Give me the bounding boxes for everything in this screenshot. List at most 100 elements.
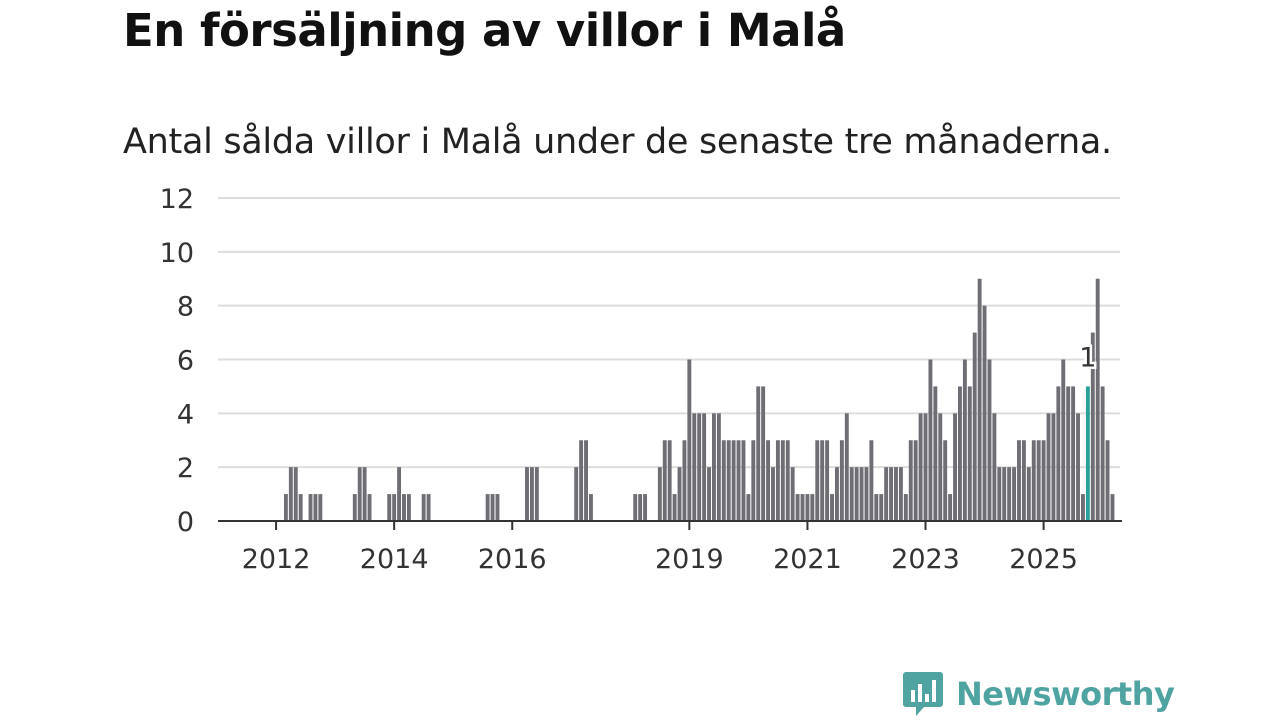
bar xyxy=(967,386,972,521)
bar xyxy=(795,494,800,521)
bar xyxy=(953,413,957,521)
bar xyxy=(397,467,402,521)
chart-title: En försäljning av villor i Malå xyxy=(123,4,846,57)
bar xyxy=(633,494,638,521)
bar xyxy=(997,467,1002,521)
bar xyxy=(923,413,928,521)
bar xyxy=(1012,467,1017,521)
bar xyxy=(672,494,677,521)
x-tick-label: 2025 xyxy=(1009,544,1078,575)
bar xyxy=(1095,278,1100,521)
bar xyxy=(1021,440,1026,521)
bar xyxy=(485,494,490,521)
bar xyxy=(662,440,667,521)
x-tick-label: 2019 xyxy=(655,544,724,575)
bar xyxy=(421,494,426,521)
bar xyxy=(889,467,894,521)
y-axis-ticks: 0 2 4 6 8 10 12 xyxy=(160,184,194,538)
bar xyxy=(918,413,923,521)
bar xyxy=(766,440,771,521)
bar xyxy=(746,494,751,521)
bar xyxy=(525,467,529,521)
bar xyxy=(293,467,298,521)
bar xyxy=(682,440,687,521)
y-tick-label: 6 xyxy=(177,346,194,377)
bar xyxy=(589,494,593,521)
x-tick-label: 2014 xyxy=(360,544,429,575)
chart-subtitle: Antal sålda villor i Malå under de senas… xyxy=(123,122,1112,162)
bar xyxy=(820,440,825,521)
bar xyxy=(643,494,648,521)
bar xyxy=(707,467,711,521)
bar xyxy=(721,440,726,521)
x-tick-label: 2016 xyxy=(478,544,547,575)
bar xyxy=(529,467,534,521)
bar xyxy=(879,494,884,521)
bar xyxy=(800,494,805,521)
bar xyxy=(898,467,903,521)
bar xyxy=(756,386,761,521)
bar xyxy=(825,440,830,521)
bar xyxy=(849,467,854,521)
bar xyxy=(790,467,795,521)
bar xyxy=(638,494,643,521)
bar xyxy=(1061,359,1066,521)
y-tick-label: 0 xyxy=(177,507,194,538)
x-tick-label: 2021 xyxy=(773,544,842,575)
bar xyxy=(1041,440,1046,521)
bar xyxy=(839,440,844,521)
bar xyxy=(933,386,938,521)
bar xyxy=(1090,332,1095,521)
bar xyxy=(1056,386,1061,521)
bar xyxy=(490,494,495,521)
bar xyxy=(1002,467,1007,521)
bar xyxy=(1105,440,1110,521)
bar xyxy=(982,305,987,521)
bar xyxy=(1076,413,1080,521)
bar xyxy=(1100,386,1105,521)
bar xyxy=(1036,440,1041,521)
bar xyxy=(1071,386,1076,521)
bar xyxy=(402,494,406,521)
bar xyxy=(392,494,397,521)
bar xyxy=(761,386,766,521)
bar xyxy=(771,467,775,521)
bar xyxy=(667,440,672,521)
bar xyxy=(775,440,780,521)
bar xyxy=(495,494,500,521)
bar xyxy=(716,413,721,521)
bar xyxy=(687,359,692,521)
bar xyxy=(741,440,746,521)
bar xyxy=(1081,494,1085,521)
bar xyxy=(844,413,849,521)
bar xyxy=(702,413,707,521)
bar xyxy=(731,440,736,521)
bar xyxy=(318,494,323,521)
bar xyxy=(938,413,943,521)
bar xyxy=(815,440,820,521)
bar xyxy=(864,467,869,521)
bar xyxy=(854,467,859,521)
bar xyxy=(962,359,967,521)
bar xyxy=(903,494,908,521)
newsworthy-logo-icon xyxy=(903,672,943,716)
highlight-value-label: 1 xyxy=(1079,342,1096,373)
x-tick-label: 2012 xyxy=(242,544,311,575)
bar xyxy=(928,359,933,521)
bar xyxy=(283,494,288,521)
bar xyxy=(1026,467,1031,521)
bar xyxy=(657,467,662,521)
bar xyxy=(884,467,889,521)
y-tick-label: 10 xyxy=(160,238,194,269)
bar xyxy=(1017,440,1021,521)
x-axis-ticks: 2012 2014 2016 2019 2021 2023 2025 xyxy=(242,521,1078,575)
brand-name: Newsworthy xyxy=(956,675,1175,713)
bar xyxy=(859,467,864,521)
bar xyxy=(977,278,982,521)
bar xyxy=(534,467,539,521)
newsworthy-logo: Newsworthy xyxy=(902,670,1175,718)
bar xyxy=(697,413,702,521)
bar xyxy=(835,467,839,521)
bar xyxy=(874,494,879,521)
bar xyxy=(1031,440,1036,521)
